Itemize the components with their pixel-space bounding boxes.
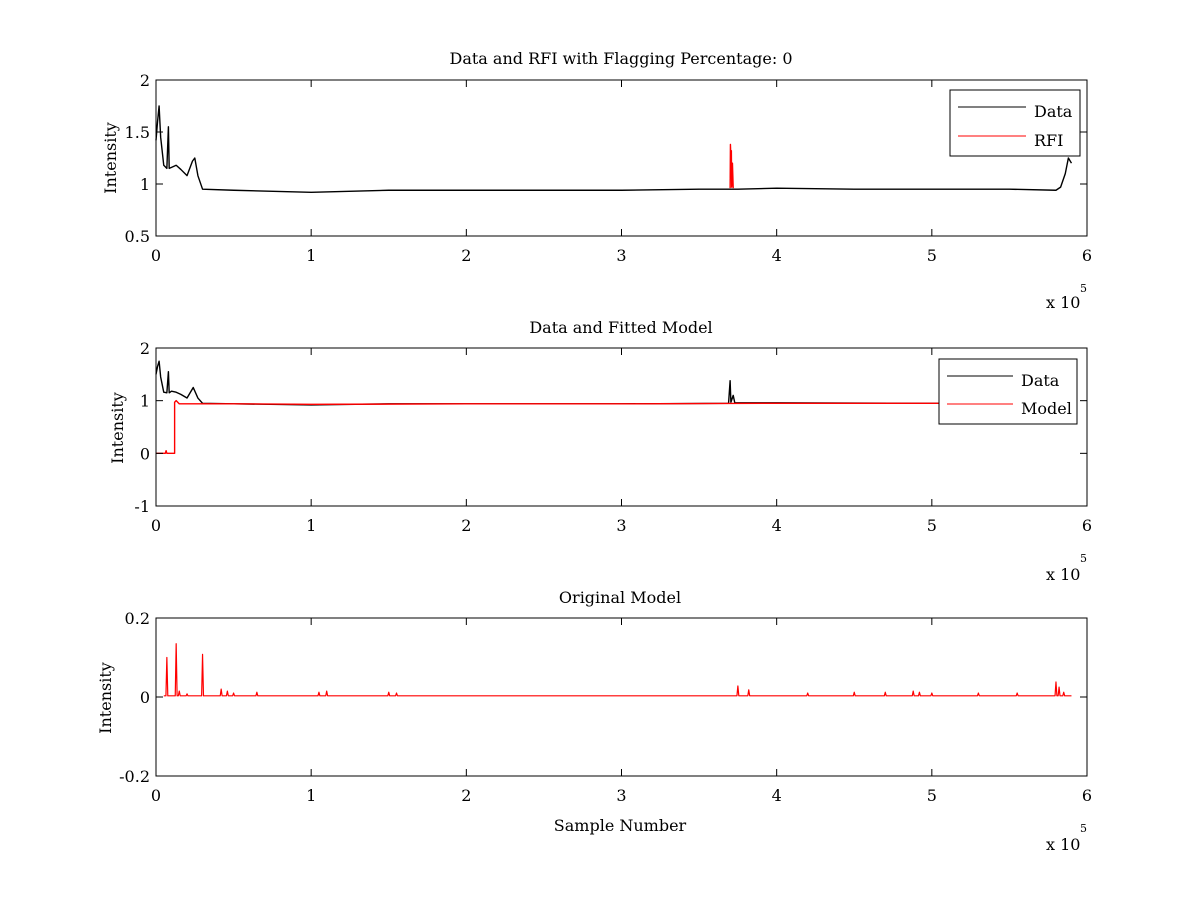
panel-1-xtick-label: 0: [151, 246, 161, 265]
panel-3: Original Model Intensity Sample Number 0…: [96, 588, 1092, 854]
panel-2-ylabel: Intensity: [108, 392, 127, 464]
panel-2-ytick-label: 2: [140, 339, 150, 358]
panel-3-ytick-label: 0: [140, 688, 150, 707]
panel-3-xtick-label: 4: [772, 786, 782, 805]
panel-3-plot: 0 1 2 3 4 5 6-0.200.2: [119, 609, 1092, 805]
panel-1-multiplier: x 10 5: [1046, 282, 1087, 312]
panel-2-xtick-label: 0: [151, 516, 161, 535]
panel-3-series-model: [163, 643, 1072, 697]
panel-3-xtick-label: 2: [461, 786, 471, 805]
panel-3-xtick-label: 0: [151, 786, 161, 805]
panel-2-series-data: [155, 360, 1072, 406]
panel-2-xtick-label: 4: [772, 516, 782, 535]
panel-2-ytick-label: 0: [140, 444, 150, 463]
panel-1-plot: 0 1 2 3 4 5 6 0.5 1 1.5 2: [125, 71, 1093, 265]
panel-1-xtick-label: 1: [306, 246, 316, 265]
panel-1-multiplier-exponent: 5: [1080, 282, 1087, 295]
panel-1-ylabel: Intensity: [101, 122, 120, 194]
panel-2-xtick-label: 1: [306, 516, 316, 535]
panel-2-ytick-label: 1: [140, 392, 150, 411]
panel-2: Data and Fitted Model Intensity 0 1 2 3 4 5 6 -…: [108, 318, 1092, 584]
panel-1-ytick-label: 1: [140, 175, 150, 194]
panel-1-legend-label-rfi: RFI: [1034, 131, 1063, 150]
panel-3-ylabel: Intensity: [96, 662, 115, 734]
panel-1-xtick-label: 5: [927, 246, 937, 265]
panel-1-legend-label-data: Data: [1034, 102, 1073, 121]
panel-2-legend-label-model: Model: [1021, 399, 1072, 418]
panel-2-legend-label-data: Data: [1021, 371, 1060, 390]
panel-1-multiplier-base: x 10: [1046, 293, 1080, 312]
panel-1-title: Data and RFI with Flagging Percentage: 0: [449, 49, 792, 68]
panel-2-xtick-label: 2: [461, 516, 471, 535]
panel-1-ytick-label: 0.5: [125, 227, 150, 246]
panel-2-multiplier: x 10 5: [1046, 552, 1087, 584]
panel-1-ytick-label: 2: [140, 71, 150, 90]
panel-2-ytick-label: -1: [134, 497, 150, 516]
panel-1-legend-box: [949, 89, 1081, 157]
panel-3-xtick-label: 5: [927, 786, 937, 805]
panel-1-xtick-label: 4: [772, 246, 782, 265]
panel-2-xtick-label: 5: [927, 516, 937, 535]
panel-1: Data and RFI with Flagging Percentage: 0…: [101, 49, 1092, 312]
panel-2-title: Data and Fitted Model: [529, 318, 712, 337]
panel-3-xtick-label: 1: [306, 786, 316, 805]
panel-1-legend: Data RFI: [949, 89, 1081, 157]
panel-2-multiplier-base: x 10: [1046, 565, 1080, 584]
panel-1-series-rfi: [729, 143, 734, 189]
panel-1-xtick-label: 2: [461, 246, 471, 265]
panel-1-ytick-label: 1.5: [125, 123, 150, 142]
panel-1-series-data: [155, 105, 1073, 194]
panel-1-xtick-label: 3: [616, 246, 626, 265]
panel-2-legend: Data Model: [938, 358, 1078, 425]
panel-2-xtick-label: 6: [1082, 516, 1092, 535]
panel-2-multiplier-exponent: 5: [1080, 552, 1087, 565]
panel-3-title: Original Model: [559, 588, 681, 607]
panel-3-xtick-label: 3: [616, 786, 626, 805]
panel-1-xtick-label: 6: [1082, 246, 1092, 265]
panel-3-ytick-label: -0.2: [119, 767, 150, 786]
panel-3-multiplier-exponent: 5: [1080, 822, 1087, 835]
panel-2-legend-box: [938, 358, 1078, 425]
panel-2-xtick-label: 3: [616, 516, 626, 535]
panel-3-xtick-label: 6: [1082, 786, 1092, 805]
panel-3-multiplier: x 10 5: [1046, 822, 1087, 854]
panel-3-multiplier-base: x 10: [1046, 835, 1080, 854]
panel-3-ytick-label: 0.2: [125, 609, 150, 628]
panel-2-series-model: [156, 399, 1072, 455]
panel-3-xlabel: Sample Number: [554, 816, 687, 835]
